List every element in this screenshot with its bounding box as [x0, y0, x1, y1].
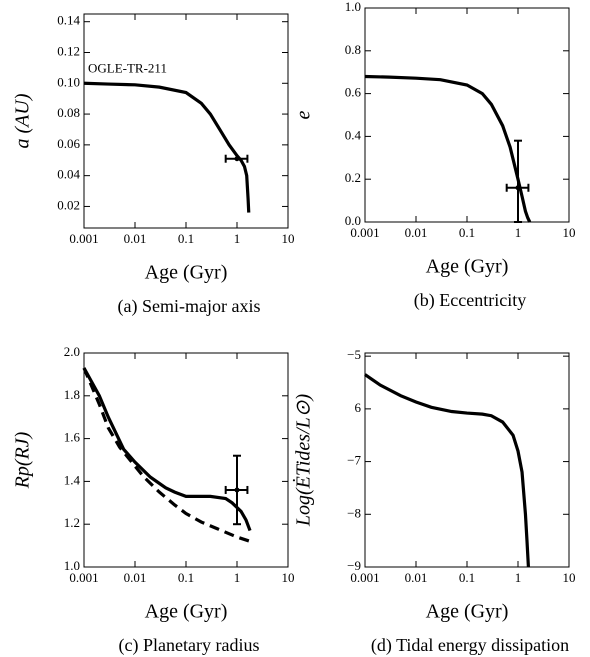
caption: (a) Semi-major axis [118, 296, 261, 317]
y-tick-label: 0.0 [345, 213, 361, 228]
data-point [234, 156, 240, 162]
y-tick-label: 1.6 [64, 430, 81, 445]
x-tick-label: 0.001 [69, 570, 98, 585]
series-line [364, 373, 531, 568]
x-tick-label: 0.01 [405, 225, 428, 240]
y-tick-label: 1.2 [64, 515, 80, 530]
y-tick-label: 0.10 [57, 74, 80, 89]
annotation: OGLE-TR-211 [88, 60, 167, 75]
data-point [234, 487, 240, 493]
y-tick-label: 1.4 [64, 472, 81, 487]
series-line [364, 74, 532, 223]
x-axis-label: Age (Gyr) [426, 601, 509, 623]
caption: (d) Tidal energy dissipation [371, 635, 569, 656]
y-tick-label: 1.0 [345, 0, 361, 14]
y-tick-label: −7 [347, 453, 361, 468]
series-line [83, 81, 251, 213]
x-tick-label: 0.1 [459, 570, 475, 585]
y-tick-label: 0.6 [345, 85, 362, 100]
x-tick-label: 0.001 [350, 570, 379, 585]
y-tick-label: −8 [347, 505, 361, 520]
x-tick-label: 1 [234, 231, 241, 246]
x-tick-label: 10 [282, 231, 295, 246]
plot-frame [364, 7, 570, 223]
y-axis-label: a (AU) [12, 93, 34, 148]
y-tick-label: 1.8 [64, 387, 80, 402]
x-tick-label: 1 [234, 570, 241, 585]
x-tick-label: 0.1 [178, 231, 194, 246]
x-axis-label: Age (Gyr) [426, 256, 509, 278]
x-tick-label: 10 [563, 570, 576, 585]
y-tick-label: 0.2 [345, 170, 361, 185]
series-line [82, 367, 252, 532]
plot-frame [83, 352, 289, 568]
y-axis-label: Rp(RJ) [12, 431, 34, 489]
y-tick-label: 6 [355, 400, 362, 415]
x-tick-label: 0.1 [459, 225, 475, 240]
y-tick-label: −9 [347, 558, 361, 573]
x-tick-label: 1 [515, 225, 522, 240]
y-tick-label: −5 [347, 347, 361, 362]
x-tick-label: 10 [563, 225, 576, 240]
y-axis-label: Log(ĖTides/L⊙) [292, 393, 315, 527]
y-tick-label: 0.06 [57, 136, 80, 151]
x-tick-label: 1 [515, 570, 522, 585]
y-axis-label: e [293, 110, 315, 119]
x-tick-label: 0.1 [178, 570, 194, 585]
caption: (b) Eccentricity [414, 290, 526, 311]
series-line [82, 367, 251, 543]
x-tick-label: 0.01 [405, 570, 428, 585]
y-tick-label: 0.12 [57, 43, 80, 58]
y-tick-label: 0.02 [57, 197, 80, 212]
x-tick-label: 0.001 [69, 231, 98, 246]
y-tick-label: 0.14 [57, 13, 80, 28]
plot-frame [364, 352, 570, 568]
x-tick-label: 0.001 [350, 225, 379, 240]
x-axis-label: Age (Gyr) [145, 262, 228, 284]
y-tick-label: 0.04 [57, 167, 80, 182]
y-tick-label: 2.0 [64, 344, 80, 359]
y-tick-label: 0.8 [345, 42, 361, 57]
plot-frame [83, 13, 289, 229]
y-tick-label: 0.08 [57, 105, 80, 120]
x-axis-label: Age (Gyr) [145, 601, 228, 623]
x-tick-label: 0.01 [124, 231, 147, 246]
y-tick-label: 1.0 [64, 558, 80, 573]
data-point [515, 185, 521, 191]
x-tick-label: 0.01 [124, 570, 147, 585]
caption: (c) Planetary radius [119, 635, 260, 656]
y-tick-label: 0.4 [345, 127, 362, 142]
x-tick-label: 10 [282, 570, 295, 585]
